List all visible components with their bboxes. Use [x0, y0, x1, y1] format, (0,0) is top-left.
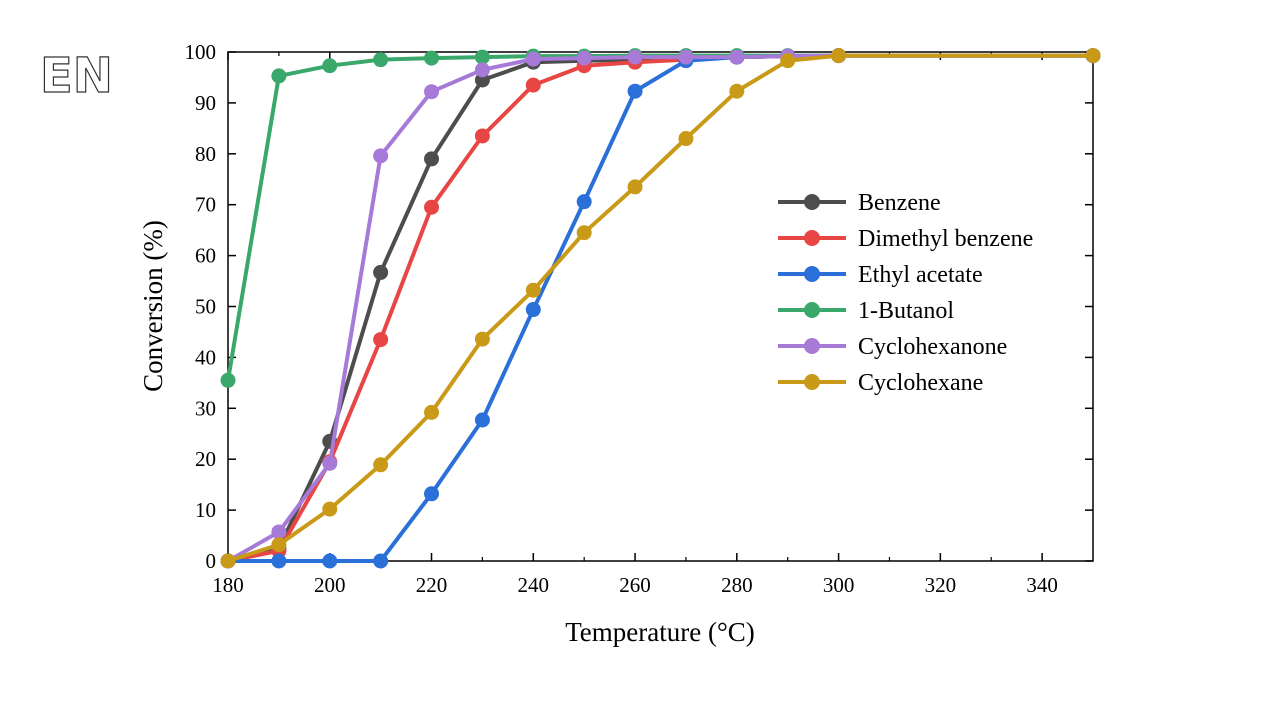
data-point [627, 83, 643, 99]
logo-text: EN [40, 48, 113, 104]
data-point [373, 332, 389, 348]
data-point [729, 83, 745, 99]
legend-swatch-marker [804, 374, 820, 390]
data-point [322, 501, 338, 517]
legend-swatch-marker [804, 338, 820, 354]
y-tick-label: 70 [195, 193, 216, 217]
data-point [220, 553, 236, 569]
x-tick-label: 320 [925, 573, 957, 597]
data-point [678, 131, 694, 147]
data-point [576, 50, 592, 66]
data-point [627, 49, 643, 65]
y-tick-label: 60 [195, 244, 216, 268]
legend-item: 1-Butanol [778, 298, 954, 324]
data-point [424, 404, 440, 420]
data-point [220, 372, 236, 388]
legend-swatch-marker [804, 266, 820, 282]
data-point [373, 457, 389, 473]
legend-label: Ethyl acetate [858, 262, 983, 288]
legend-swatch-marker [804, 302, 820, 318]
data-point [576, 194, 592, 210]
data-point [373, 52, 389, 68]
data-point [424, 151, 440, 167]
legend-item: Ethyl acetate [778, 262, 983, 288]
data-point [271, 524, 287, 540]
legend-item: Cyclohexanone [778, 334, 1007, 360]
data-point [373, 264, 389, 280]
y-tick-label: 90 [195, 91, 216, 115]
data-point [525, 302, 541, 318]
data-point [525, 51, 541, 67]
legend-item: Cyclohexane [778, 370, 983, 396]
data-point [271, 68, 287, 84]
data-point [424, 84, 440, 100]
legend-label: Cyclohexane [858, 370, 983, 396]
y-tick-label: 100 [185, 40, 217, 64]
x-tick-label: 240 [518, 573, 550, 597]
data-point [1085, 48, 1101, 64]
series-layer [220, 48, 1101, 569]
y-tick-label: 50 [195, 295, 216, 319]
x-axis-ticks: 180 200 220 240 260 280 300 320 340 [212, 52, 1058, 597]
data-point [322, 58, 338, 74]
x-tick-label: 300 [823, 573, 855, 597]
data-point [780, 53, 796, 69]
data-point [322, 553, 338, 569]
data-point [474, 331, 490, 347]
x-tick-label: 180 [212, 573, 244, 597]
legend-label: 1-Butanol [858, 298, 954, 324]
data-point [525, 282, 541, 298]
data-point [525, 77, 541, 93]
data-point [271, 537, 287, 553]
data-point [627, 179, 643, 195]
x-tick-label: 280 [721, 573, 753, 597]
legend-label: Benzene [858, 190, 941, 216]
data-point [424, 486, 440, 502]
x-tick-label: 260 [619, 573, 651, 597]
data-point [424, 50, 440, 66]
data-point [474, 128, 490, 144]
data-point [831, 48, 847, 64]
y-tick-label: 40 [195, 345, 216, 369]
x-tick-label: 200 [314, 573, 346, 597]
y-axis-title: Conversion (%) [138, 220, 168, 392]
y-tick-label: 20 [195, 447, 216, 471]
data-point [373, 148, 389, 164]
data-point [678, 49, 694, 65]
y-tick-label: 0 [206, 549, 217, 573]
legend-label: Dimethyl benzene [858, 226, 1033, 252]
legend-label: Cyclohexanone [858, 334, 1007, 360]
data-point [474, 412, 490, 428]
legend-swatch-marker [804, 194, 820, 210]
legend-item: Dimethyl benzene [778, 226, 1033, 252]
x-tick-label: 340 [1026, 573, 1058, 597]
y-tick-label: 30 [195, 396, 216, 420]
series-line [226, 53, 1095, 563]
logo: EN [39, 45, 114, 105]
legend-item: Benzene [778, 190, 941, 216]
series-cyclohexanone [220, 48, 1101, 569]
data-point [729, 49, 745, 65]
y-tick-label: 10 [195, 498, 216, 522]
legend-swatch-marker [804, 230, 820, 246]
x-tick-label: 220 [416, 573, 448, 597]
data-point [576, 225, 592, 241]
data-point [373, 553, 389, 569]
y-tick-label: 80 [195, 142, 216, 166]
series-line [226, 53, 1095, 383]
series-cyclohexane [220, 48, 1101, 569]
data-point [424, 199, 440, 215]
y-axis-ticks: 0 10 20 30 40 50 60 70 80 90 100 [185, 40, 1093, 573]
series-line [226, 53, 1095, 563]
data-point [271, 553, 287, 569]
data-point [474, 62, 490, 78]
legend: Benzene Dimethyl benzene Ethyl acetate 1-Bu… [778, 190, 1033, 396]
data-point [322, 455, 338, 471]
x-axis-title: Temperature (°C) [565, 617, 755, 647]
data-point [474, 49, 490, 65]
